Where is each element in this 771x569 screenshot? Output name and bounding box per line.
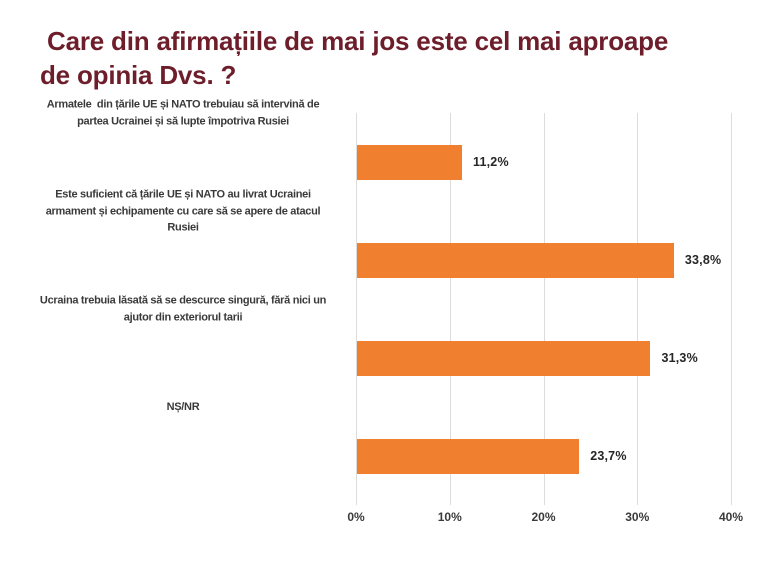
chart-row: Armatele din țările UE și NATO trebuiau … bbox=[0, 99, 771, 211]
x-tick-label: 30% bbox=[625, 510, 650, 524]
x-axis: 0% 10% 20% 30% 40% bbox=[347, 510, 743, 530]
bar bbox=[357, 340, 651, 376]
value-label: 33,8% bbox=[684, 253, 722, 267]
category-label: Este suficient că țările UE și NATO au l… bbox=[16, 186, 350, 236]
category-label: Armatele din țările UE și NATO trebuiau … bbox=[16, 97, 350, 130]
category-label: NȘ/NR bbox=[16, 399, 350, 416]
chart-row: Este suficient că țările UE și NATO au l… bbox=[0, 188, 771, 309]
category-label-line: ajutor din exteriorul tarii bbox=[123, 311, 243, 323]
category-label-line: Ucraina trebuia lăsată să se descurce si… bbox=[39, 294, 327, 307]
gridline bbox=[543, 113, 545, 505]
slide-title-line-2: de opinia Dvs. ? bbox=[40, 60, 237, 90]
category-label-line: partea Ucrainei și să lupte împotriva Ru… bbox=[77, 115, 289, 127]
slide-title-line-1: Care din afirmațiile de mai jos este cel… bbox=[40, 26, 669, 56]
bar bbox=[357, 242, 674, 278]
value-label: 11,2% bbox=[473, 155, 509, 169]
category-label-line: Este suficient că țările UE și NATO au l… bbox=[55, 188, 311, 201]
chart-rows: Armatele din țările UE și NATO trebuiau … bbox=[0, 99, 771, 505]
slide-title: Care din afirmațiile de mai jos este cel… bbox=[40, 24, 750, 92]
bar-wrap: 23,7% bbox=[357, 438, 627, 474]
plot-area bbox=[356, 113, 732, 505]
chart-row: Ucraina trebuia lăsată să se descurce si… bbox=[0, 295, 771, 407]
x-tick-label: 10% bbox=[437, 510, 462, 524]
x-tick-label: 0% bbox=[347, 510, 365, 524]
bar bbox=[357, 438, 580, 474]
bar-wrap: 31,3% bbox=[357, 340, 698, 376]
value-label: 23,7% bbox=[590, 449, 627, 463]
gridline bbox=[449, 113, 451, 505]
gridline bbox=[731, 113, 732, 505]
category-label-line: Rusiei bbox=[167, 221, 199, 234]
x-tick-label: 20% bbox=[531, 510, 556, 524]
value-label: 31,3% bbox=[661, 351, 698, 365]
bar-wrap: 33,8% bbox=[357, 242, 721, 278]
chart-row: NȘ/NR 23,7% bbox=[0, 401, 771, 505]
category-label-line: NȘ/NR bbox=[166, 400, 200, 413]
gridline bbox=[637, 113, 639, 505]
category-label-line: armament și echipamente cu care să se ap… bbox=[45, 204, 321, 217]
category-label: Ucraina trebuia lăsată să se descurce si… bbox=[16, 293, 350, 326]
category-label-line: Armatele din țările UE și NATO trebuiau … bbox=[46, 98, 320, 111]
bar-wrap: 11,2% bbox=[357, 144, 509, 180]
bar bbox=[357, 144, 462, 180]
x-tick-label: 40% bbox=[718, 510, 744, 524]
gridline bbox=[356, 113, 357, 505]
